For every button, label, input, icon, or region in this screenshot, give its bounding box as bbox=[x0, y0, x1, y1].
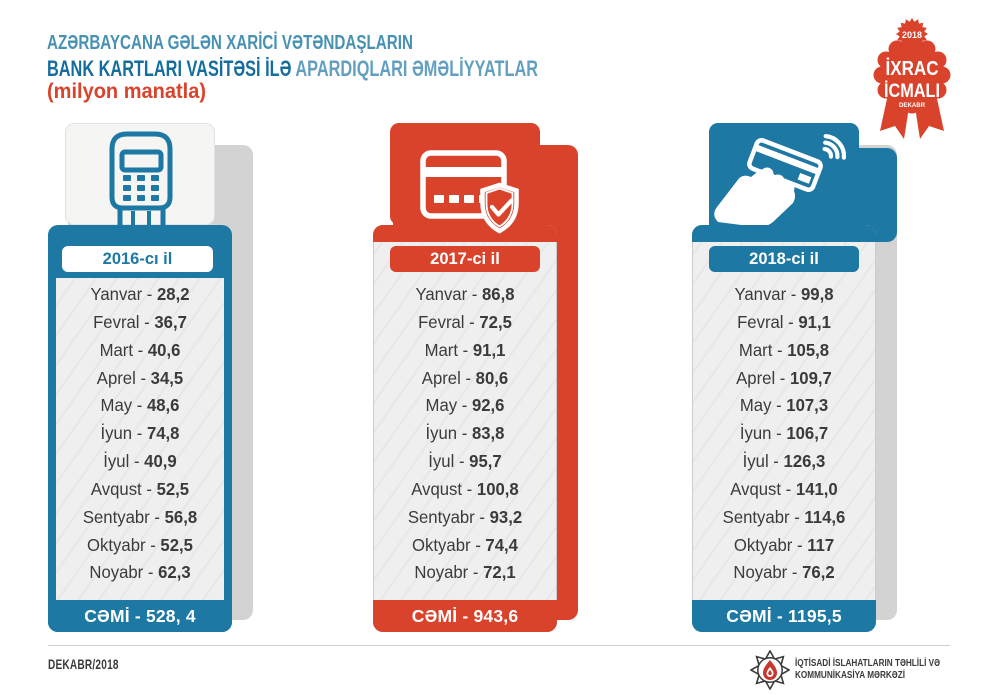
svg-text:İCMALI: İCMALI bbox=[884, 81, 940, 102]
svg-text:2018: 2018 bbox=[902, 30, 922, 40]
svg-text:DEKABR: DEKABR bbox=[899, 102, 925, 109]
svg-text:İXRAC: İXRAC bbox=[886, 57, 939, 80]
